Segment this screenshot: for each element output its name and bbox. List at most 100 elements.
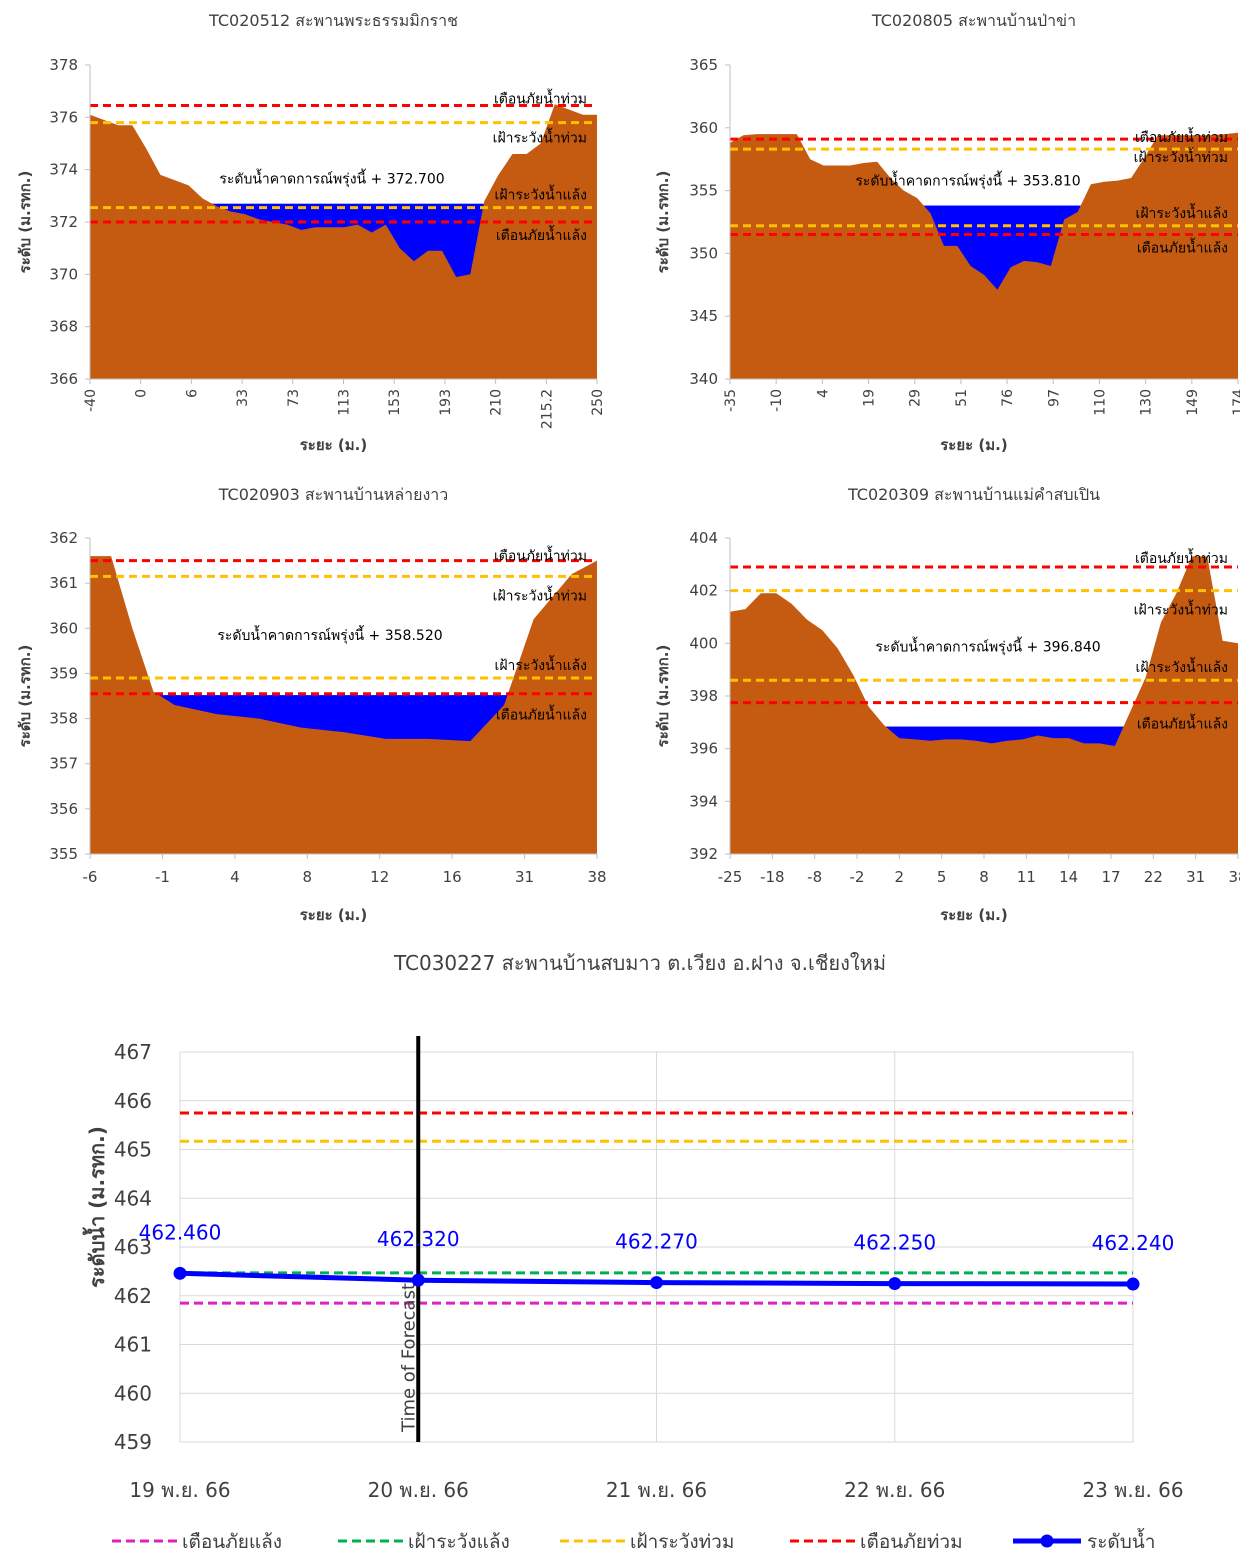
y-tick-label: 376 — [49, 108, 78, 126]
x-tick-label: 22 พ.ย. 66 — [844, 1478, 945, 1502]
data-label: 462.270 — [615, 1230, 698, 1254]
x-tick-label: -18 — [760, 868, 785, 886]
ground-area — [730, 556, 1238, 854]
threshold-label: เตือนภัยน้ำท่วม — [494, 546, 587, 565]
y-tick-label: 460 — [114, 1381, 152, 1405]
x-tick-label: 22 — [1144, 868, 1163, 886]
x-tick-label: 73 — [286, 389, 302, 407]
x-tick-label: 210 — [489, 389, 505, 416]
x-tick-label: 38 — [587, 868, 606, 886]
x-tick-label: 20 พ.ย. 66 — [368, 1478, 469, 1502]
x-tick-label: -40 — [83, 389, 99, 412]
y-tick-label: 465 — [114, 1138, 152, 1162]
data-label: 462.250 — [853, 1231, 936, 1255]
x-tick-label: 193 — [438, 389, 454, 416]
x-tick-label: 4 — [815, 389, 831, 398]
x-tick-label: 51 — [954, 389, 970, 407]
cross-section-chart-1: TC020512 สะพานพระธรรมมิกราชเตือนภัยน้ำท่… — [16, 11, 606, 454]
threshold-label: เตือนภัยน้ำท่วม — [1135, 548, 1228, 567]
chart-title: TC020512 สะพานพระธรรมมิกราช — [208, 11, 458, 30]
threshold-label: เตือนภัยน้ำแล้ง — [1137, 714, 1228, 733]
x-tick-label: 14 — [1059, 868, 1078, 886]
x-tick-label: 130 — [1139, 389, 1155, 416]
y-axis-label: ระดับน้ำ (ม.รทก.) — [82, 1126, 109, 1288]
y-tick-label: 358 — [49, 710, 78, 728]
x-tick-label: 215.2 — [539, 389, 555, 429]
water-level-timeseries-chart: TC030227 สะพานบ้านสบมาว ต.เวียง อ.ฝาง จ.… — [82, 951, 1184, 1553]
x-tick-label: 4 — [230, 868, 240, 886]
x-tick-label: 76 — [1000, 389, 1016, 407]
threshold-label: เตือนภัยน้ำแล้ง — [496, 225, 587, 244]
y-tick-label: 402 — [689, 582, 718, 600]
y-tick-label: 360 — [49, 619, 78, 637]
legend-label: เตือนภัยแล้ง — [182, 1531, 282, 1553]
y-tick-label: 360 — [689, 119, 718, 137]
x-tick-label: 6 — [184, 389, 200, 398]
chart-title: TC030227 สะพานบ้านสบมาว ต.เวียง อ.ฝาง จ.… — [393, 951, 886, 975]
y-tick-label: 461 — [114, 1333, 152, 1357]
legend-swatch-marker — [1040, 1534, 1054, 1548]
data-label: 462.240 — [1092, 1231, 1175, 1255]
x-tick-label: 11 — [1017, 868, 1036, 886]
cross-section-chart-2: TC020805 สะพานบ้านป่าข่าเตือนภัยน้ำท่วมเ… — [654, 11, 1240, 454]
threshold-label: เตือนภัยน้ำแล้ง — [496, 705, 587, 724]
x-tick-label: 31 — [515, 868, 534, 886]
x-tick-label: -6 — [83, 868, 98, 886]
x-tick-label: 8 — [979, 868, 989, 886]
y-tick-label: 356 — [49, 800, 78, 818]
water-level-label: ระดับน้ำคาดการณ์พรุ่งนี้ + 372.700 — [219, 169, 444, 188]
series-point — [888, 1277, 902, 1291]
y-tick-label: 368 — [49, 318, 78, 336]
x-axis-label: ระยะ (ม.) — [940, 436, 1007, 454]
y-tick-label: 370 — [49, 265, 78, 283]
x-tick-label: 29 — [908, 389, 924, 407]
y-tick-label: 404 — [689, 529, 718, 547]
x-tick-label: 149 — [1185, 389, 1201, 416]
legend-label: ระดับน้ำ — [1087, 1528, 1155, 1553]
series-point — [1126, 1277, 1140, 1291]
y-tick-label: 462 — [114, 1284, 152, 1308]
threshold-label: เฝ้าระวังน้ำแล้ง — [1136, 203, 1228, 222]
x-tick-label: 33 — [235, 389, 251, 407]
x-tick-label: -25 — [718, 868, 743, 886]
threshold-label: เฝ้าระวังน้ำท่วม — [493, 585, 587, 604]
x-tick-label: 174 — [1231, 389, 1240, 416]
y-tick-label: 464 — [114, 1186, 152, 1210]
y-tick-label: 392 — [689, 845, 718, 863]
ground-area — [90, 104, 597, 380]
y-tick-label: 359 — [49, 664, 78, 682]
data-label: 462.460 — [139, 1220, 222, 1244]
y-tick-label: 394 — [689, 792, 718, 810]
x-tick-label: 5 — [937, 868, 947, 886]
x-tick-label: -35 — [723, 389, 739, 412]
x-axis-label: ระยะ (ม.) — [300, 906, 367, 924]
x-tick-label: -10 — [769, 389, 785, 412]
y-tick-label: 366 — [49, 370, 78, 388]
y-tick-label: 355 — [49, 845, 78, 863]
x-tick-label: -1 — [155, 868, 170, 886]
x-tick-label: 8 — [303, 868, 313, 886]
y-tick-label: 374 — [49, 161, 78, 179]
y-tick-label: 463 — [114, 1235, 152, 1259]
x-tick-label: 23 พ.ย. 66 — [1082, 1478, 1183, 1502]
series-point — [411, 1273, 425, 1287]
x-tick-label: 12 — [370, 868, 389, 886]
x-tick-label: 21 พ.ย. 66 — [606, 1478, 707, 1502]
series-point — [650, 1276, 663, 1290]
chart-title: TC020805 สะพานบ้านป่าข่า — [871, 11, 1076, 30]
y-tick-label: 378 — [49, 56, 78, 74]
cross-section-chart-3: TC020903 สะพานบ้านหล่ายงาวเตือนภัยน้ำท่ว… — [16, 485, 607, 924]
x-tick-label: 113 — [337, 389, 353, 416]
x-tick-label: 38 — [1228, 868, 1240, 886]
legend-label: เฝ้าระวังแล้ง — [408, 1531, 510, 1553]
threshold-label: เตือนภัยน้ำแล้ง — [1137, 238, 1228, 257]
y-tick-label: 398 — [689, 687, 718, 705]
y-tick-label: 466 — [114, 1089, 152, 1113]
x-tick-label: -2 — [850, 868, 865, 886]
threshold-label: เฝ้าระวังน้ำแล้ง — [495, 655, 587, 674]
y-tick-label: 467 — [114, 1040, 152, 1064]
threshold-label: เฝ้าระวังน้ำแล้ง — [495, 185, 587, 204]
threshold-label: เตือนภัยน้ำท่วม — [1135, 127, 1228, 146]
threshold-label: เฝ้าระวังน้ำแล้ง — [1136, 657, 1228, 676]
